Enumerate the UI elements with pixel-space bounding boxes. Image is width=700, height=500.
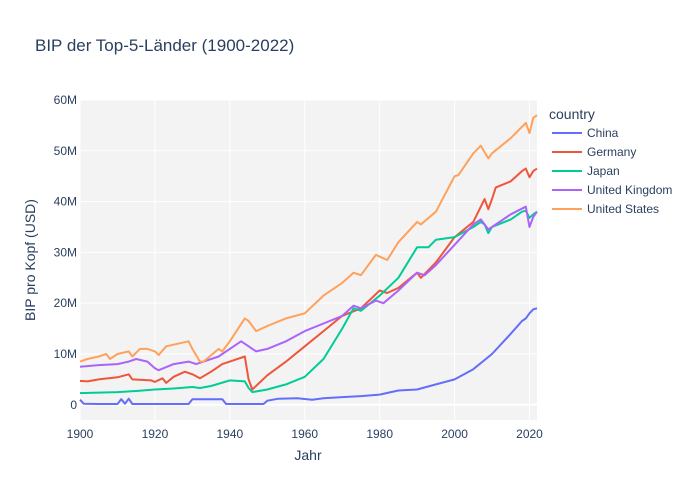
x-tick-label: 2000: [441, 427, 468, 441]
x-tick-label: 1900: [67, 427, 94, 441]
legend-label: China: [587, 126, 619, 140]
series-line-united-states: [79, 114, 538, 363]
series-line-germany: [79, 167, 538, 391]
y-tick-label: 0: [70, 398, 77, 412]
x-axis-ticks: 1900 1920 1940 1960 1980 2000 2020: [67, 427, 544, 441]
legend: country China Germany Japan United Kingdom U…: [549, 106, 672, 216]
chart-title: BIP der Top-5-Länder (1900-2022): [35, 36, 294, 55]
legend-label: United Kingdom: [587, 183, 672, 197]
x-tick-label: 1980: [366, 427, 393, 441]
y-tick-label: 20M: [54, 296, 77, 310]
y-tick-label: 60M: [54, 93, 77, 107]
legend-label: Japan: [587, 164, 620, 178]
x-axis-title: Jahr: [294, 447, 322, 463]
series-lines: [79, 114, 538, 405]
legend-item-united-states[interactable]: United States: [552, 202, 659, 216]
series-line-china: [79, 307, 538, 405]
x-tick-label: 1920: [142, 427, 169, 441]
x-tick-label: 1960: [291, 427, 318, 441]
y-tick-label: 30M: [54, 245, 77, 259]
x-tick-label: 1940: [216, 427, 243, 441]
x-tick-label: 2020: [516, 427, 543, 441]
y-tick-label: 50M: [54, 144, 77, 158]
legend-item-united-kingdom[interactable]: United Kingdom: [552, 183, 672, 197]
y-axis-ticks: 0 10M 20M 30M 40M 50M 60M: [54, 93, 78, 412]
y-tick-label: 40M: [54, 195, 77, 209]
y-tick-label: 10M: [54, 347, 77, 361]
plot-area: [80, 100, 537, 420]
legend-label: Germany: [587, 145, 636, 159]
legend-title: country: [549, 106, 595, 122]
y-axis-title: BIP pro Kopf (USD): [22, 199, 38, 321]
legend-item-japan[interactable]: Japan: [552, 164, 620, 178]
series-line-united-kingdom: [79, 205, 538, 372]
legend-item-germany[interactable]: Germany: [552, 145, 636, 159]
legend-item-china[interactable]: China: [552, 126, 619, 140]
grid: [79, 99, 537, 420]
legend-items: China Germany Japan United Kingdom United St…: [552, 126, 672, 216]
legend-label: United States: [587, 202, 659, 216]
